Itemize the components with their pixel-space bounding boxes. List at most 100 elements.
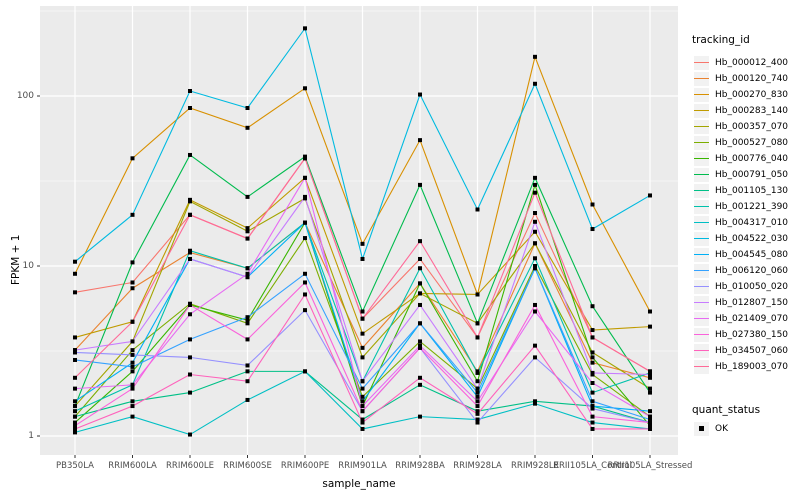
- data-point: [533, 401, 537, 406]
- legend-item: Hb_004545_080: [694, 247, 788, 262]
- data-point: [590, 202, 595, 207]
- data-point: [533, 399, 537, 404]
- legend-item: Hb_189003_070: [694, 359, 788, 374]
- data-point: [475, 411, 480, 416]
- legend-line-icon: [694, 317, 709, 320]
- data-point: [533, 309, 537, 314]
- x-tick-label: RRII105LA_Stressed: [607, 461, 693, 471]
- data-point: [648, 423, 652, 428]
- legend-item-label: Hb_000357_070: [715, 121, 789, 132]
- x-tick-label: RRIM928BA: [395, 461, 445, 471]
- y-tick-label: 10: [22, 261, 34, 271]
- legend-shape-label: OK: [715, 423, 728, 434]
- data-point: [130, 286, 135, 291]
- y-axis-title: FPKM + 1: [10, 234, 22, 285]
- data-point: [418, 321, 422, 326]
- data-point: [245, 236, 250, 241]
- legend-item: Hb_021409_070: [694, 311, 788, 326]
- legend-key-box: [694, 87, 709, 102]
- data-point: [188, 256, 192, 261]
- data-point: [648, 386, 652, 391]
- data-point: [245, 369, 250, 374]
- data-point: [360, 399, 365, 404]
- data-point: [360, 426, 365, 431]
- data-point: [303, 86, 307, 91]
- legend-key-box: [694, 263, 709, 278]
- data-point: [130, 339, 135, 344]
- data-point: [533, 266, 537, 271]
- data-point: [475, 409, 480, 414]
- data-point: [360, 355, 365, 360]
- legend-line-icon: [694, 221, 709, 224]
- data-point: [73, 375, 77, 380]
- legend-item-label: Hb_000120_740: [715, 73, 789, 84]
- data-point: [533, 256, 537, 261]
- legend-shape-title: quant_status: [692, 404, 761, 416]
- legend-line-icon: [694, 189, 709, 192]
- legend-color-title: tracking_id: [692, 34, 750, 46]
- data-point: [73, 414, 77, 419]
- data-point: [73, 335, 77, 340]
- data-point: [648, 193, 652, 198]
- data-point: [360, 309, 365, 314]
- legend-line-icon: [694, 333, 709, 336]
- legend-item-label: Hb_012807_150: [715, 297, 789, 308]
- data-point: [418, 414, 422, 419]
- data-point: [475, 420, 480, 425]
- legend-key-box: [694, 167, 709, 182]
- x-tick-label: RRIM901LA: [338, 461, 387, 471]
- legend-key-box: [694, 311, 709, 326]
- data-point: [303, 271, 307, 276]
- data-point: [533, 190, 537, 195]
- panel-background: [40, 6, 678, 455]
- x-tick-label: RRIM928LA: [453, 461, 502, 471]
- data-point: [73, 426, 77, 431]
- legend-key-box: [694, 199, 709, 214]
- data-point: [245, 125, 250, 130]
- data-point: [648, 309, 652, 314]
- data-point: [648, 409, 652, 414]
- legend-item-label: Hb_004522_030: [715, 233, 789, 244]
- data-point: [475, 386, 480, 391]
- legend-item-label: Hb_010050_020: [715, 281, 789, 292]
- data-point: [73, 423, 77, 428]
- data-point: [533, 241, 537, 246]
- data-point: [590, 381, 595, 386]
- legend-key-box: [694, 55, 709, 70]
- data-point: [130, 156, 135, 161]
- legend-key-box: [694, 151, 709, 166]
- x-tick-label: RRIM600LE: [166, 461, 214, 471]
- data-point: [130, 319, 135, 324]
- data-point: [303, 236, 307, 241]
- data-point: [475, 404, 480, 409]
- data-point: [245, 194, 250, 199]
- legend-line-icon: [694, 285, 709, 288]
- data-point: [188, 105, 192, 110]
- legend-item-label: Hb_001221_390: [715, 201, 789, 212]
- data-point: [360, 420, 365, 425]
- data-point: [590, 335, 595, 340]
- legend-key-box: [694, 103, 709, 118]
- legend-line-icon: [694, 253, 709, 256]
- legend-item-label: Hb_001105_130: [715, 185, 789, 196]
- data-point: [130, 382, 135, 387]
- data-point: [418, 256, 422, 261]
- legend-line-icon: [694, 77, 709, 80]
- data-point: [648, 390, 652, 395]
- data-point: [418, 281, 422, 286]
- data-point: [648, 426, 652, 431]
- legend-key-box: [694, 135, 709, 150]
- data-point: [303, 369, 307, 374]
- data-point: [475, 417, 480, 422]
- legend-item-label: Hb_000270_830: [715, 89, 789, 100]
- data-point: [533, 54, 537, 59]
- legend-item-label: Hb_034507_060: [715, 345, 789, 356]
- data-point: [475, 394, 480, 399]
- ok-square-icon: [699, 426, 704, 431]
- data-point: [188, 372, 192, 377]
- data-point: [590, 328, 595, 333]
- data-point: [245, 275, 250, 280]
- data-point: [188, 337, 192, 342]
